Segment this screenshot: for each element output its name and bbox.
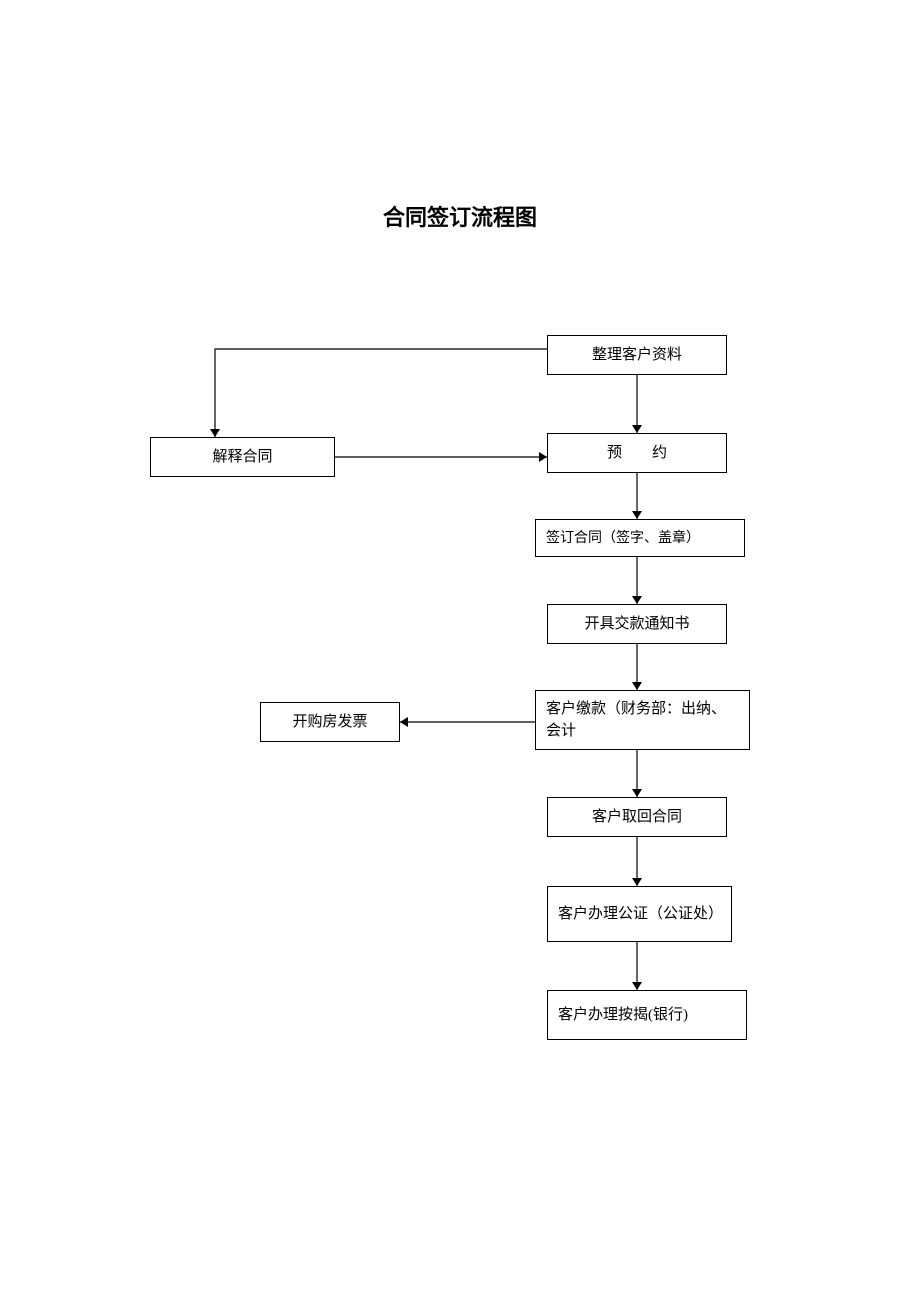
flow-node-n9: 客户办理公证（公证处）	[547, 886, 732, 942]
flow-edge-n2-n3	[0, 0, 920, 1302]
flow-node-n10: 客户办理按揭(银行)	[547, 990, 747, 1040]
flow-edge-n4-n5	[0, 0, 920, 1302]
flow-edge-n3-n4	[0, 0, 920, 1302]
flow-node-n3: 预 约	[547, 433, 727, 473]
flow-node-n2: 解释合同	[150, 437, 335, 477]
flow-node-n1: 整理客户资料	[547, 335, 727, 375]
flow-node-n5: 开具交款通知书	[547, 604, 727, 644]
flow-node-n8: 客户取回合同	[547, 797, 727, 837]
flow-edge-n8-n9	[0, 0, 920, 1302]
flow-node-n7: 客户缴款（财务部：出纳、会计	[535, 690, 750, 750]
flow-edge-n7-n6	[0, 0, 920, 1302]
flowchart-title: 合同签订流程图	[0, 200, 920, 232]
flow-node-n6: 开购房发票	[260, 702, 400, 742]
flow-edge-n1-n2	[0, 0, 920, 1302]
flow-edge-n1-n3	[0, 0, 920, 1302]
flow-node-n4: 签订合同（签字、盖章）	[535, 519, 745, 557]
flow-edge-n5-n7	[0, 0, 920, 1302]
flow-edge-n9-n10	[0, 0, 920, 1302]
flow-edge-n7-n8	[0, 0, 920, 1302]
